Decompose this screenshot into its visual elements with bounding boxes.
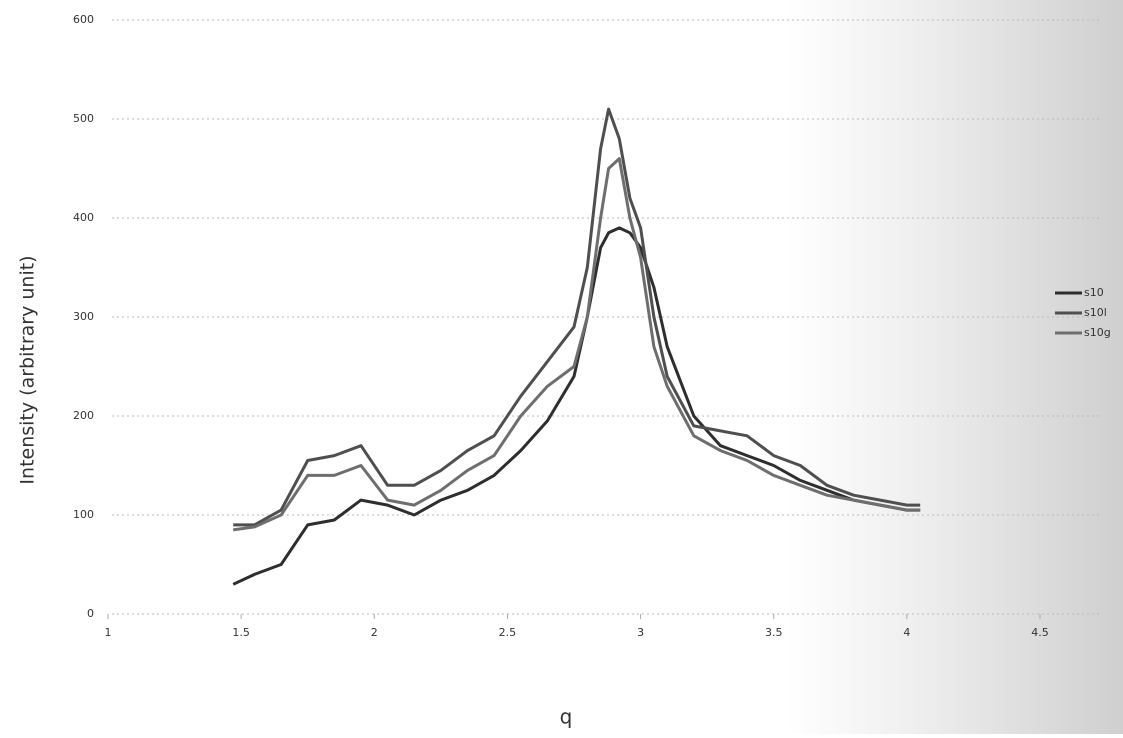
y-tick-label: 300: [73, 310, 94, 323]
x-axis-label: q: [560, 705, 573, 729]
x-tick-label: 1.5: [232, 626, 250, 639]
y-axis-label: Intensity (arbitrary unit): [17, 255, 39, 484]
series-line: [232, 226, 921, 586]
y-tick-label: 600: [73, 13, 94, 26]
y-tick-label: 200: [73, 409, 94, 422]
y-tick-label: 100: [73, 508, 94, 521]
y-tick-label: 500: [73, 112, 94, 125]
x-tick-label: 2.5: [499, 626, 517, 639]
legend-label: s10l: [1084, 306, 1107, 319]
legend: s10 s10l s10g: [1055, 286, 1111, 339]
x-tick-label: 1: [105, 626, 112, 639]
series-line: [232, 157, 921, 532]
legend-label: s10: [1084, 286, 1104, 299]
x-tick-label: 2: [371, 626, 378, 639]
legend-label: s10g: [1084, 326, 1111, 339]
x-tick-label: 3.5: [765, 626, 783, 639]
x-tick-label: 4.5: [1031, 626, 1049, 639]
x-tick-label: 3: [637, 626, 644, 639]
y-tick-label: 400: [73, 211, 94, 224]
series-line: [233, 107, 921, 527]
x-tick-label: 4: [903, 626, 910, 639]
y-tick-label: 0: [87, 607, 94, 620]
